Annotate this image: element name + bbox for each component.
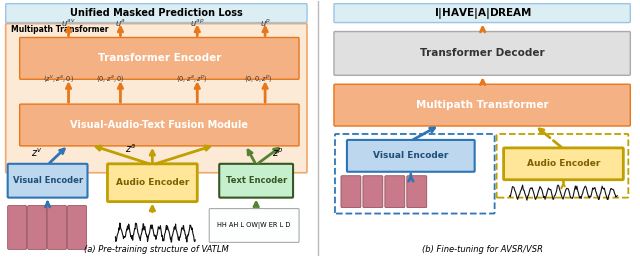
FancyBboxPatch shape: [334, 32, 630, 75]
FancyBboxPatch shape: [28, 206, 47, 249]
FancyBboxPatch shape: [363, 176, 383, 208]
Text: $\mathbf{I|HAVE|A|DREAM}$: $\mathbf{I|HAVE|A|DREAM}$: [433, 6, 532, 21]
Text: Visual Encoder: Visual Encoder: [13, 176, 83, 185]
Text: Multipath Transformer: Multipath Transformer: [11, 25, 108, 34]
FancyBboxPatch shape: [6, 4, 307, 23]
Text: Visual Encoder: Visual Encoder: [373, 151, 449, 160]
Text: Multipath Transformer: Multipath Transformer: [417, 100, 549, 110]
FancyBboxPatch shape: [220, 164, 293, 198]
Text: Transformer Decoder: Transformer Decoder: [420, 48, 545, 58]
Text: $u^{a}$: $u^{a}$: [115, 16, 126, 27]
FancyBboxPatch shape: [6, 24, 307, 173]
Text: Visual-Audio-Text Fusion Module: Visual-Audio-Text Fusion Module: [70, 120, 248, 130]
Text: $z^p$: $z^p$: [272, 147, 284, 159]
FancyBboxPatch shape: [504, 148, 623, 180]
Text: $\langle 0,0,z^p\rangle$: $\langle 0,0,z^p\rangle$: [244, 73, 273, 84]
FancyBboxPatch shape: [108, 164, 197, 201]
Text: $\langle 0,z^a,0\rangle$: $\langle 0,z^a,0\rangle$: [96, 73, 125, 84]
Text: $u^{ap}$: $u^{ap}$: [190, 16, 205, 27]
Text: Audio Encoder: Audio Encoder: [527, 159, 600, 168]
FancyBboxPatch shape: [209, 209, 299, 242]
Text: $z^v$: $z^v$: [31, 147, 42, 159]
FancyBboxPatch shape: [47, 206, 67, 249]
Text: $u^{p}$: $u^{p}$: [260, 16, 271, 27]
FancyBboxPatch shape: [385, 176, 405, 208]
FancyBboxPatch shape: [341, 176, 361, 208]
Text: $\langle z^v,z^a,0\rangle$: $\langle z^v,z^a,0\rangle$: [43, 73, 74, 84]
Text: (a) Pre-training structure of VATLM: (a) Pre-training structure of VATLM: [84, 245, 228, 254]
FancyBboxPatch shape: [20, 38, 299, 79]
Text: Text Encoder: Text Encoder: [225, 176, 287, 185]
Text: Unified Masked Prediction Loss: Unified Masked Prediction Loss: [70, 8, 243, 18]
Text: $u^{av}$: $u^{av}$: [61, 16, 76, 27]
Text: (b) Fine-tuning for AVSR/VSR: (b) Fine-tuning for AVSR/VSR: [422, 245, 543, 254]
FancyBboxPatch shape: [407, 176, 427, 208]
Text: $z^a$: $z^a$: [125, 143, 136, 155]
FancyBboxPatch shape: [8, 206, 27, 249]
Text: Transformer Encoder: Transformer Encoder: [98, 53, 221, 63]
Text: $\langle 0,z^a,z^p\rangle$: $\langle 0,z^a,z^p\rangle$: [175, 73, 207, 84]
FancyBboxPatch shape: [8, 164, 88, 198]
Text: Audio Encoder: Audio Encoder: [116, 178, 189, 187]
FancyBboxPatch shape: [20, 104, 299, 146]
FancyBboxPatch shape: [68, 206, 86, 249]
Text: HH AH L OW|W ER L D: HH AH L OW|W ER L D: [218, 222, 291, 229]
FancyBboxPatch shape: [334, 84, 630, 126]
FancyBboxPatch shape: [334, 4, 630, 23]
FancyBboxPatch shape: [347, 140, 475, 172]
